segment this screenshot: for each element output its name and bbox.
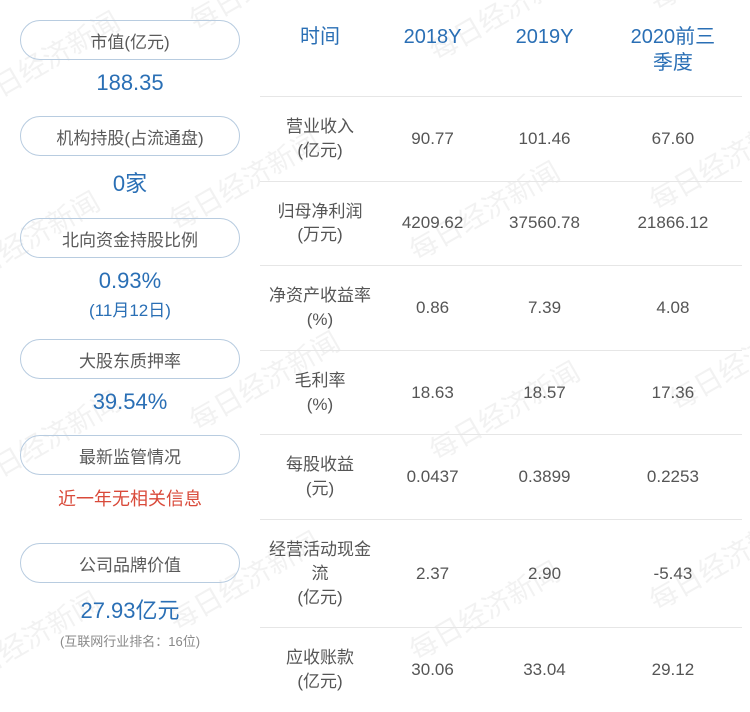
- table-cell: 7.39: [485, 266, 604, 351]
- metric-note: (互联网行业排名：16位): [60, 631, 200, 650]
- table-row: 应收账款(亿元)30.0633.0429.12: [260, 628, 742, 712]
- table-cell: 21866.12: [604, 181, 742, 266]
- row-label-cell: 应收账款(亿元): [260, 628, 380, 712]
- table-cell: 0.0437: [380, 435, 485, 520]
- table-cell: 90.77: [380, 97, 485, 182]
- table-cell: 18.57: [485, 350, 604, 435]
- row-label: 归母净利润: [266, 200, 374, 224]
- table-row: 毛利率(%)18.6318.5717.36: [260, 350, 742, 435]
- table-cell: 0.2253: [604, 435, 742, 520]
- metric-pill: 大股东质押率: [20, 339, 240, 379]
- row-label: 毛利率: [266, 369, 374, 393]
- row-label-cell: 营业收入(亿元): [260, 97, 380, 182]
- table-cell: 2.37: [380, 519, 485, 627]
- table-row: 净资产收益率(%)0.867.394.08: [260, 266, 742, 351]
- table-header-cell: 2018Y: [380, 10, 485, 97]
- table-cell: 0.86: [380, 266, 485, 351]
- row-label-cell: 净资产收益率(%): [260, 266, 380, 351]
- metric-pill: 公司品牌价值: [20, 543, 240, 583]
- metric-pill: 市值(亿元): [20, 20, 240, 60]
- metric-value: 0.93%: [99, 268, 161, 294]
- table-row: 经营活动现金流(亿元)2.372.90-5.43: [260, 519, 742, 627]
- table-cell: 17.36: [604, 350, 742, 435]
- row-label-cell: 每股收益(元): [260, 435, 380, 520]
- table-cell: 4.08: [604, 266, 742, 351]
- row-label: 应收账款: [266, 646, 374, 670]
- table-cell: 101.46: [485, 97, 604, 182]
- metric-value: 39.54%: [93, 389, 168, 415]
- metric-value: 0家: [113, 166, 147, 198]
- table-header-row: 时间2018Y2019Y2020前三季度: [260, 10, 742, 97]
- left-metrics-panel: 市值(亿元) 188.35 机构持股(占流通盘) 0家北向资金持股比例 0.93%(11…: [0, 0, 260, 678]
- table-row: 归母净利润(万元)4209.6237560.7821866.12: [260, 181, 742, 266]
- table-header-cell: 2019Y: [485, 10, 604, 97]
- metric-value: 近一年无相关信息: [58, 485, 202, 511]
- table-header-cell: 2020前三季度: [604, 10, 742, 97]
- table-cell: 67.60: [604, 97, 742, 182]
- table-cell: 0.3899: [485, 435, 604, 520]
- row-unit: (%): [266, 393, 374, 417]
- row-unit: (%): [266, 308, 374, 332]
- row-label-cell: 归母净利润(万元): [260, 181, 380, 266]
- dashboard: 市值(亿元) 188.35 机构持股(占流通盘) 0家北向资金持股比例 0.93%(11…: [0, 0, 750, 678]
- table-cell: 29.12: [604, 628, 742, 712]
- metric-pill: 最新监管情况: [20, 435, 240, 475]
- financial-table: 时间2018Y2019Y2020前三季度 营业收入(亿元)90.77101.46…: [260, 10, 742, 712]
- row-unit: (亿元): [266, 670, 374, 694]
- row-label: 每股收益: [266, 453, 374, 477]
- table-row: 营业收入(亿元)90.77101.4667.60: [260, 97, 742, 182]
- row-label: 营业收入: [266, 115, 374, 139]
- row-unit: (亿元): [266, 139, 374, 163]
- row-label: 经营活动现金流: [266, 538, 374, 586]
- metric-pill: 北向资金持股比例: [20, 218, 240, 258]
- table-cell: 33.04: [485, 628, 604, 712]
- table-cell: 18.63: [380, 350, 485, 435]
- row-label-cell: 经营活动现金流(亿元): [260, 519, 380, 627]
- table-cell: 30.06: [380, 628, 485, 712]
- table-cell: 37560.78: [485, 181, 604, 266]
- metric-value: 188.35: [96, 70, 163, 96]
- row-unit: (亿元): [266, 586, 374, 610]
- table-row: 每股收益(元)0.04370.38990.2253: [260, 435, 742, 520]
- table-header-cell: 时间: [260, 10, 380, 97]
- table-cell: 4209.62: [380, 181, 485, 266]
- row-unit: (万元): [266, 223, 374, 247]
- metric-pill: 机构持股(占流通盘): [20, 116, 240, 156]
- row-label-cell: 毛利率(%): [260, 350, 380, 435]
- financial-table-panel: 时间2018Y2019Y2020前三季度 营业收入(亿元)90.77101.46…: [260, 0, 750, 678]
- table-cell: 2.90: [485, 519, 604, 627]
- row-label: 净资产收益率: [266, 284, 374, 308]
- metric-subtext: (11月12日): [89, 296, 171, 321]
- row-unit: (元): [266, 477, 374, 501]
- table-cell: -5.43: [604, 519, 742, 627]
- metric-value: 27.93亿元: [80, 593, 179, 625]
